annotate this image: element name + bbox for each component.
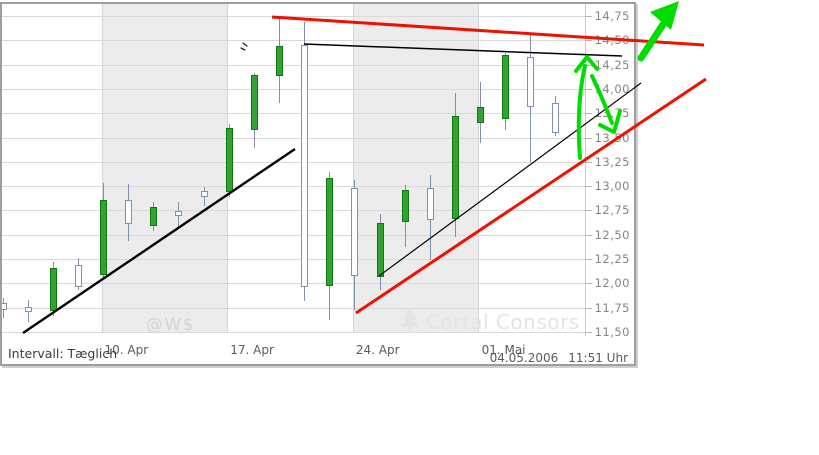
y-axis-label: 12,25 — [594, 252, 630, 266]
y-axis-tick — [585, 210, 592, 212]
y-axis-label: 13,50 — [594, 130, 630, 145]
x-axis-label: 17. Apr — [230, 343, 274, 357]
tree-logo-icon — [398, 307, 422, 337]
y-axis-label: 14,00 — [594, 81, 630, 96]
candle — [24, 306, 32, 313]
gridline — [2, 40, 585, 42]
y-axis-tick — [585, 331, 592, 333]
y-axis-tick — [585, 16, 592, 17]
y-axis-tick — [585, 259, 592, 260]
candle — [200, 190, 208, 197]
candle — [275, 46, 283, 77]
candle — [225, 127, 233, 192]
y-axis-tick — [585, 307, 592, 309]
y-axis-label: 13,25 — [594, 154, 630, 169]
candle — [125, 199, 133, 224]
candle — [301, 45, 309, 288]
candle — [376, 223, 384, 278]
gridline — [2, 234, 585, 236]
gridline — [2, 16, 585, 17]
timestamp-date: 04.05.2006 — [489, 351, 559, 365]
candle — [326, 178, 334, 287]
y-axis-tick — [585, 161, 592, 163]
candle — [351, 188, 359, 277]
gridline — [2, 137, 585, 139]
x-axis-label: 10. Apr — [104, 343, 149, 357]
y-axis-label: 14,25 — [594, 57, 630, 72]
candle — [150, 206, 158, 226]
brand-watermark: Cortal Consors — [398, 307, 580, 337]
y-axis-label: 12,75 — [594, 203, 630, 218]
candle — [451, 116, 459, 220]
chart-plot-area[interactable]: @W$ Cortal Consors — [2, 4, 585, 340]
timestamp: 04.05.2006 11:51 Uhr — [490, 351, 628, 365]
candle — [2, 302, 7, 310]
gridline — [2, 283, 585, 285]
candle — [527, 56, 535, 108]
candle — [502, 54, 510, 120]
y-axis-tick — [585, 234, 592, 236]
y-axis-tick — [585, 40, 592, 42]
gridline — [2, 64, 585, 66]
candle — [49, 267, 57, 312]
x-axis-label: 01. Mai — [481, 343, 526, 357]
candle — [477, 107, 485, 123]
site-watermark: @W$ — [146, 315, 196, 335]
y-axis-tick — [585, 88, 592, 90]
gridline — [2, 88, 585, 90]
x-axis-label: 24. Apr — [355, 343, 400, 357]
green-arrow-up-big — [637, 1, 679, 62]
candle — [426, 188, 434, 221]
y-axis-label: 14,75 — [594, 9, 630, 23]
y-axis-label: 12,00 — [594, 276, 630, 291]
gridline — [2, 259, 585, 260]
candle — [552, 103, 560, 133]
gridline — [2, 210, 585, 212]
y-axis-tick — [585, 137, 592, 139]
candle — [401, 189, 409, 223]
interval-label: Intervall: Tæglich — [8, 346, 118, 361]
y-axis-tick — [585, 64, 592, 66]
candle — [250, 75, 258, 130]
y-axis-line — [585, 4, 586, 336]
y-axis-tick — [585, 186, 592, 188]
y-axis-label: 11,50 — [594, 324, 630, 339]
gridline — [2, 161, 585, 163]
y-axis-label: 14,50 — [594, 33, 630, 48]
chart-frame: @W$ Cortal Consors 14,75 14,50 14,25 14,00 1… — [0, 2, 636, 366]
candle — [175, 211, 183, 217]
timestamp-time: 11:51 Uhr — [568, 351, 628, 365]
y-axis-label: 11,75 — [594, 300, 630, 315]
candle — [100, 199, 108, 275]
y-axis-tick — [585, 283, 592, 285]
y-axis-tick — [585, 113, 592, 115]
y-axis-label: 13,75 — [594, 106, 630, 121]
y-axis-label: 12,50 — [594, 227, 630, 242]
gridline — [2, 113, 585, 115]
gridline — [2, 186, 585, 188]
y-axis-label: 13,00 — [594, 179, 630, 194]
brand-watermark-text: Cortal Consors — [426, 310, 580, 334]
candle — [74, 264, 82, 288]
